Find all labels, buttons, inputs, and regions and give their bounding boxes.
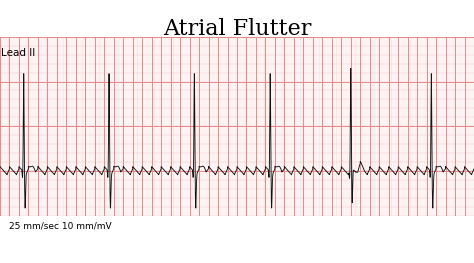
Text: dreamstime.com: dreamstime.com <box>7 241 72 250</box>
Text: Lead II: Lead II <box>1 48 35 58</box>
Text: ID 213246811  © Natthawut Thongchomphoonuch: ID 213246811 © Natthawut Thongchomphoonu… <box>300 242 469 249</box>
Text: 25 mm/sec 10 mm/mV: 25 mm/sec 10 mm/mV <box>9 222 112 231</box>
Text: Atrial Flutter: Atrial Flutter <box>163 18 311 41</box>
